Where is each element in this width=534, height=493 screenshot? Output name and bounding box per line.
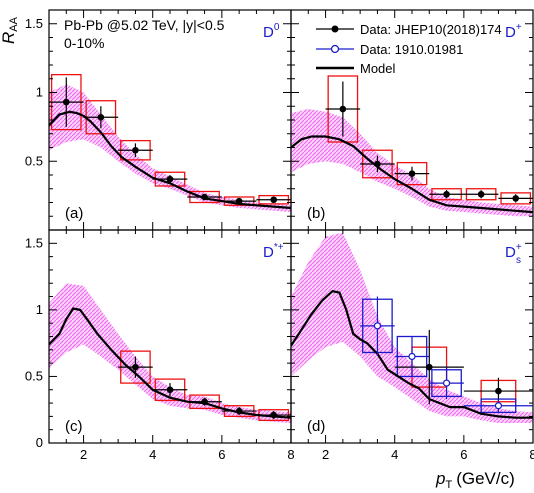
y-tick-label: 1 (36, 85, 43, 100)
particle-sup: + (516, 242, 522, 253)
data-point (270, 411, 278, 419)
x-tick-label: 6 (460, 447, 467, 462)
legend-entry-model: Model (316, 61, 396, 76)
y-tick-label: 1.5 (25, 235, 43, 250)
x-tick-label: 4 (391, 447, 398, 462)
particle-name: D (505, 244, 516, 261)
y-axis-title: RAA (0, 16, 20, 44)
panel-3: 2 4 6 8 (d) D+ s (290, 229, 534, 462)
legend-1910-label: Data: 1910.01981 (360, 42, 463, 57)
x-axis-title-p: p (435, 469, 445, 488)
model-curve (291, 135, 533, 214)
data-point (201, 398, 208, 406)
x-tick-label: 4 (149, 447, 156, 462)
data-point (62, 98, 70, 106)
y-tick-label: 0.5 (25, 368, 43, 383)
x-axis-title-unit: (GeV/c) (456, 469, 515, 488)
panel-2: 2 4 6 8 0 0.5 1 1.5 (c) D*+ (25, 229, 295, 462)
data-point (425, 363, 433, 371)
y-axis-title-main: R (0, 32, 18, 44)
model-curve (291, 290, 533, 419)
data-point (132, 146, 139, 154)
data-point (495, 387, 502, 395)
data-point (512, 195, 520, 202)
data-point (339, 105, 347, 113)
x-axis-title: pT (GeV/c) (435, 469, 515, 491)
legend-entry-1910: Data: 1910.01981 (316, 42, 463, 57)
particle-label: D+ s (505, 242, 522, 266)
particle-sup: *+ (274, 242, 284, 253)
model-band (49, 84, 291, 213)
x-tick-label: 6 (218, 447, 225, 462)
data-point-open (494, 402, 503, 410)
model-band (49, 283, 291, 424)
data-point (132, 363, 139, 371)
data-point-open (373, 322, 382, 330)
x-tick-label: 2 (80, 447, 87, 462)
y-tick-label: 1.5 (25, 16, 43, 31)
y-axis-title-sub: AA (8, 16, 20, 31)
particle-sup: 0 (274, 22, 280, 33)
data-point (477, 190, 485, 198)
particle-sup: + (516, 22, 522, 33)
x-tick-label: 2 (322, 447, 329, 462)
data-point (443, 190, 450, 198)
particle-label: D*+ (263, 242, 284, 261)
legend-model-label: Model (360, 61, 396, 76)
panel-label: (a) (65, 205, 83, 222)
particle-name: D (505, 24, 516, 41)
legend-jhep-marker (331, 25, 339, 33)
data-point (97, 113, 105, 121)
data-point (166, 175, 174, 183)
data-point (235, 407, 243, 415)
model-band (291, 109, 533, 217)
y-tick-label: 0 (36, 435, 43, 450)
y-tick-label: 0.5 (25, 153, 43, 168)
legend-jhep-label: Data: JHEP10(2018)174 (360, 22, 502, 37)
y-tick-label: 1 (36, 302, 43, 317)
x-axis-title-sub: T (445, 479, 452, 491)
data-point (374, 160, 381, 168)
panel-label: (b) (307, 205, 325, 222)
particle-label: D+ (505, 22, 522, 41)
panel-3-plot-area (291, 232, 533, 424)
particle-sub: s (516, 255, 521, 266)
panel-0-plot-area (49, 73, 291, 213)
data-point (201, 193, 208, 201)
x-tick-label: 8 (287, 447, 294, 462)
legend: Data: JHEP10(2018)174 Data: 1910.01981 M… (316, 22, 502, 76)
data-point (166, 386, 174, 394)
header-line-2: 0-10% (64, 35, 104, 51)
panel-1-plot-area (291, 75, 533, 217)
panel-2-plot-area (49, 283, 291, 424)
data-point-open (408, 352, 416, 361)
legend-1910-marker (330, 44, 340, 54)
legend-entry-jhep: Data: JHEP10(2018)174 (316, 22, 502, 37)
data-point (235, 197, 243, 205)
model-band (291, 232, 533, 424)
data-point (270, 196, 278, 204)
panel-label: (d) (307, 418, 325, 435)
panel-label: (c) (65, 418, 83, 435)
data-point-open (442, 379, 451, 387)
particle-name: D (263, 244, 274, 261)
particle-label: D0 (263, 22, 280, 41)
data-point (408, 170, 416, 177)
header-line-1: Pb-Pb @5.02 TeV, |y|<0.5 (64, 17, 225, 33)
x-tick-label: 8 (529, 447, 534, 462)
particle-name: D (263, 24, 274, 41)
